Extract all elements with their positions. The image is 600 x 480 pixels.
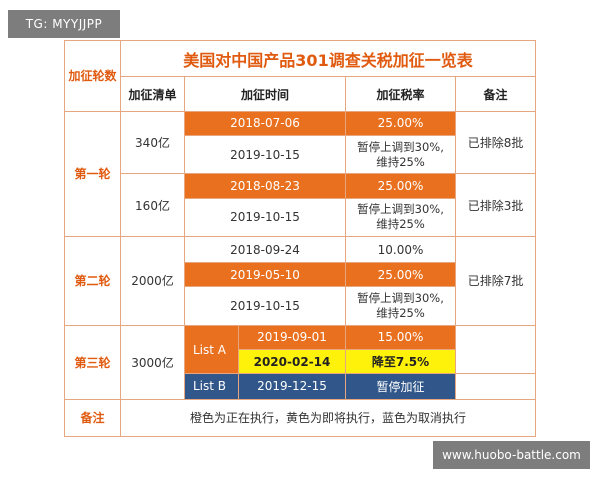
watermark-bottom: www.huobo-battle.com (433, 441, 590, 469)
tariff-date: 2018-08-23 (184, 173, 346, 199)
round-label: 第二轮 (64, 235, 121, 326)
list-amount: 2000亿 (120, 235, 185, 326)
list-amount: 340亿 (120, 110, 185, 175)
footer-label: 备注 (64, 398, 121, 437)
tariff-rate: 暂停上调到30%, 维持25% (345, 197, 456, 237)
tariff-rate: 暂停上调到30%, 维持25% (345, 134, 456, 175)
table-title: 美国对中国产品301调查关税加征一览表 (119, 39, 537, 78)
tariff-date: 2019-10-15 (184, 197, 346, 237)
tariff-date: 2019-12-15 (238, 373, 346, 400)
tariff-date: 2019-09-01 (238, 324, 346, 351)
tariff-table: 加征轮数 美国对中国产品301调查关税加征一览表 加征清单 加征时间 加征税率 … (64, 39, 537, 437)
list-column-header: 加征清单 (120, 76, 185, 112)
tariff-rate: 15.00% (345, 324, 456, 351)
tariff-rate: 25.00% (345, 262, 456, 288)
list-amount: 160亿 (120, 173, 185, 237)
sublist-label: List B (184, 373, 239, 400)
round-note-empty (454, 373, 537, 400)
round-label: 第一轮 (64, 110, 121, 237)
tariff-date: 2020-02-14 (238, 349, 346, 375)
tariff-date: 2018-09-24 (184, 235, 346, 264)
tariff-rate: 25.00% (345, 173, 456, 199)
tariff-rate: 10.00% (345, 235, 456, 264)
footer-note: 橙色为正在执行，黄色为即将执行，蓝色为取消执行 (119, 398, 537, 437)
note-column-header: 备注 (454, 76, 537, 112)
round-label: 第三轮 (64, 324, 121, 400)
tariff-rate: 25.00% (345, 110, 456, 136)
tariff-rate: 暂停加征 (345, 373, 456, 400)
time-column-header: 加征时间 (184, 76, 346, 112)
round-note: 已排除8批 (454, 110, 537, 175)
tariff-date: 2019-10-15 (184, 286, 346, 326)
tariff-date: 2019-10-15 (184, 134, 346, 175)
list-amount: 3000亿 (120, 324, 185, 400)
tariff-date: 2018-07-06 (184, 110, 346, 136)
rate-column-header: 加征税率 (345, 76, 456, 112)
sublist-label: List A (184, 324, 239, 375)
tariff-rate: 降至7.5% (345, 349, 456, 375)
round-note: 已排除3批 (454, 173, 537, 237)
round-note: 已排除7批 (454, 235, 537, 326)
round-column-header: 加征轮数 (64, 40, 121, 112)
round-note-empty (454, 324, 537, 375)
watermark-top: TG: MYYJJPP (8, 10, 120, 38)
tariff-rate: 暂停上调到30%, 维持25% (345, 286, 456, 326)
tariff-date: 2019-05-10 (184, 262, 346, 288)
